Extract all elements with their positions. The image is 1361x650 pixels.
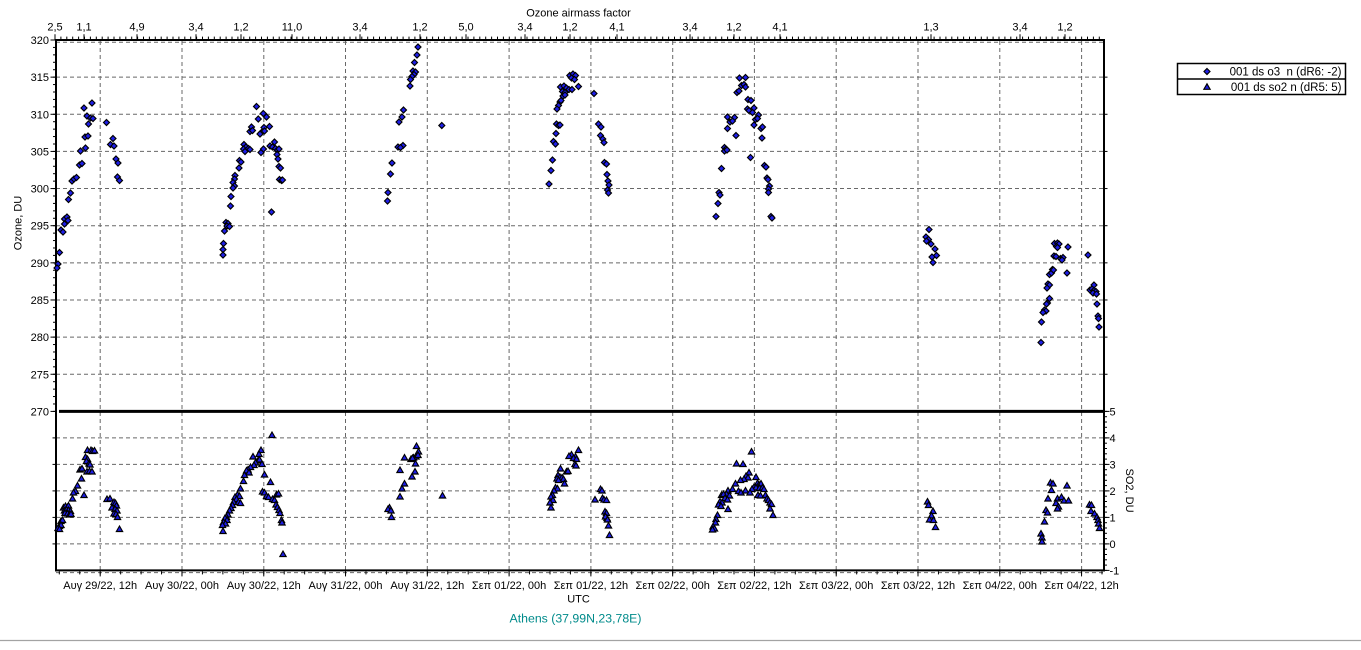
- svg-text:5: 5: [1110, 406, 1116, 418]
- svg-text:305: 305: [31, 146, 49, 158]
- svg-text:Ozone, DU: Ozone, DU: [13, 196, 25, 250]
- svg-text:3,4: 3,4: [1012, 22, 1027, 34]
- svg-text:0: 0: [1110, 539, 1116, 551]
- svg-text:Σεπ 01/22, 12h: Σεπ 01/22, 12h: [554, 580, 628, 592]
- svg-text:3,4: 3,4: [682, 22, 697, 34]
- svg-text:Αυγ 30/22, 00h: Αυγ 30/22, 00h: [145, 580, 219, 592]
- svg-text:2,5: 2,5: [47, 22, 62, 34]
- svg-text:1,3: 1,3: [923, 22, 938, 34]
- svg-text:Ozone airmass factor: Ozone airmass factor: [526, 8, 631, 20]
- svg-text:5,0: 5,0: [458, 22, 473, 34]
- svg-text:3,4: 3,4: [188, 22, 203, 34]
- svg-text:270: 270: [31, 406, 49, 418]
- svg-text:Athens (37,99N,23,78E): Athens (37,99N,23,78E): [510, 612, 642, 626]
- svg-text:1,2: 1,2: [233, 22, 248, 34]
- svg-text:310: 310: [31, 109, 49, 121]
- svg-text:295: 295: [31, 221, 49, 233]
- svg-text:2: 2: [1110, 486, 1116, 498]
- svg-text:315: 315: [31, 72, 49, 84]
- svg-text:4: 4: [1110, 433, 1116, 445]
- svg-text:Σεπ 02/22, 12h: Σεπ 02/22, 12h: [717, 580, 791, 592]
- svg-text:3: 3: [1110, 459, 1116, 471]
- svg-text:4,1: 4,1: [772, 22, 787, 34]
- svg-text:UTC: UTC: [567, 594, 590, 606]
- svg-text:4,1: 4,1: [609, 22, 624, 34]
- svg-text:280: 280: [31, 332, 49, 344]
- svg-text:Σεπ 01/22, 00h: Σεπ 01/22, 00h: [472, 580, 546, 592]
- svg-text:001 ds so2 n (dR5: 5): 001 ds so2 n (dR5: 5): [1231, 82, 1342, 94]
- svg-text:275: 275: [31, 369, 49, 381]
- svg-text:Αυγ 29/22, 12h: Αυγ 29/22, 12h: [63, 580, 137, 592]
- svg-text:1,2: 1,2: [1057, 22, 1072, 34]
- svg-text:Σεπ 03/22, 12h: Σεπ 03/22, 12h: [881, 580, 955, 592]
- svg-text:Αυγ 31/22, 00h: Αυγ 31/22, 00h: [309, 580, 383, 592]
- svg-text:-1: -1: [1110, 565, 1120, 577]
- svg-text:3,4: 3,4: [352, 22, 367, 34]
- svg-text:1,2: 1,2: [412, 22, 427, 34]
- svg-text:Αυγ 30/22, 12h: Αυγ 30/22, 12h: [227, 580, 301, 592]
- svg-text:001 ds o3 n (dR6: -2): 001 ds o3 n (dR6: -2): [1230, 67, 1342, 79]
- svg-text:1,1: 1,1: [76, 22, 91, 34]
- svg-text:Σεπ 02/22, 00h: Σεπ 02/22, 00h: [636, 580, 710, 592]
- svg-text:3,4: 3,4: [517, 22, 532, 34]
- svg-text:1,2: 1,2: [562, 22, 577, 34]
- svg-text:Σεπ 04/22, 12h: Σεπ 04/22, 12h: [1044, 580, 1118, 592]
- svg-text:Σεπ 03/22, 00h: Σεπ 03/22, 00h: [799, 580, 873, 592]
- svg-text:1: 1: [1110, 512, 1116, 524]
- svg-text:1,2: 1,2: [726, 22, 741, 34]
- svg-text:SO2, DU: SO2, DU: [1123, 468, 1135, 512]
- svg-text:Αυγ 31/22, 12h: Αυγ 31/22, 12h: [390, 580, 464, 592]
- svg-text:4,9: 4,9: [129, 22, 144, 34]
- svg-text:285: 285: [31, 295, 49, 307]
- svg-text:Σεπ 04/22, 00h: Σεπ 04/22, 00h: [963, 580, 1037, 592]
- svg-text:320: 320: [31, 35, 49, 47]
- svg-text:11,0: 11,0: [282, 22, 303, 34]
- svg-text:300: 300: [31, 184, 49, 196]
- svg-text:290: 290: [31, 258, 49, 270]
